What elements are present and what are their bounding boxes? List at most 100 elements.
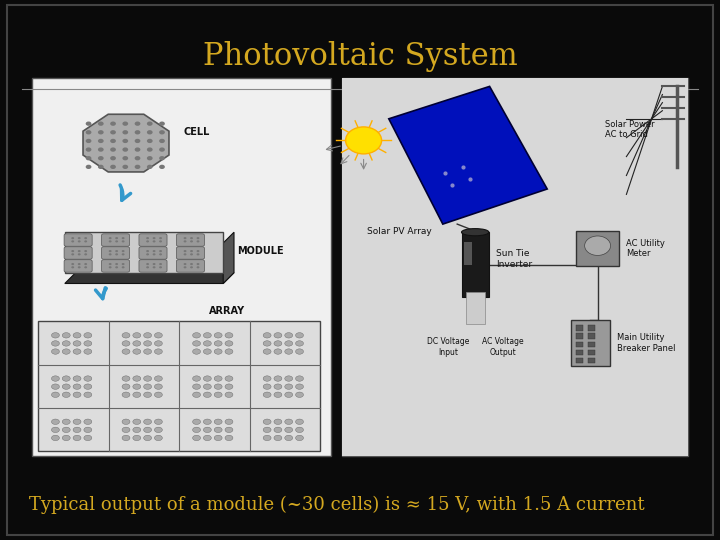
- Ellipse shape: [52, 349, 60, 354]
- Ellipse shape: [203, 341, 212, 346]
- Ellipse shape: [155, 341, 163, 346]
- Circle shape: [71, 237, 74, 239]
- FancyBboxPatch shape: [64, 247, 92, 259]
- Circle shape: [115, 263, 118, 265]
- Circle shape: [78, 253, 81, 255]
- Ellipse shape: [133, 349, 141, 354]
- Circle shape: [197, 263, 199, 265]
- Circle shape: [135, 165, 140, 169]
- Ellipse shape: [462, 228, 489, 236]
- Circle shape: [84, 266, 87, 268]
- Circle shape: [153, 266, 156, 268]
- Circle shape: [71, 250, 74, 252]
- Ellipse shape: [144, 392, 152, 397]
- Ellipse shape: [295, 384, 304, 389]
- Ellipse shape: [214, 419, 222, 424]
- Ellipse shape: [155, 392, 163, 397]
- Bar: [588, 350, 595, 355]
- Circle shape: [190, 250, 193, 252]
- Circle shape: [110, 147, 116, 152]
- Bar: [576, 357, 583, 363]
- Ellipse shape: [133, 333, 141, 338]
- Circle shape: [159, 130, 165, 134]
- Ellipse shape: [122, 384, 130, 389]
- Circle shape: [122, 156, 128, 160]
- Ellipse shape: [63, 384, 71, 389]
- Ellipse shape: [264, 333, 271, 338]
- Ellipse shape: [155, 427, 163, 433]
- Ellipse shape: [84, 384, 92, 389]
- Ellipse shape: [63, 419, 71, 424]
- Ellipse shape: [84, 376, 92, 381]
- Circle shape: [110, 130, 116, 134]
- Circle shape: [122, 263, 125, 265]
- Ellipse shape: [84, 419, 92, 424]
- Ellipse shape: [225, 427, 233, 433]
- Ellipse shape: [285, 419, 292, 424]
- Circle shape: [86, 165, 91, 169]
- Ellipse shape: [203, 333, 212, 338]
- Ellipse shape: [264, 341, 271, 346]
- Ellipse shape: [63, 435, 71, 441]
- Circle shape: [147, 165, 153, 169]
- Ellipse shape: [63, 376, 71, 381]
- Circle shape: [197, 240, 199, 242]
- Ellipse shape: [133, 376, 141, 381]
- Circle shape: [147, 139, 153, 143]
- Ellipse shape: [155, 419, 163, 424]
- Bar: [588, 357, 595, 363]
- Ellipse shape: [264, 427, 271, 433]
- Ellipse shape: [203, 435, 212, 441]
- Ellipse shape: [214, 341, 222, 346]
- Text: AC Utility
Meter: AC Utility Meter: [626, 239, 665, 258]
- Bar: [588, 333, 595, 339]
- Circle shape: [78, 237, 81, 239]
- Ellipse shape: [225, 341, 233, 346]
- Circle shape: [122, 250, 125, 252]
- FancyBboxPatch shape: [102, 247, 130, 259]
- Circle shape: [147, 156, 153, 160]
- FancyBboxPatch shape: [139, 234, 167, 246]
- Bar: [342, 78, 688, 456]
- Circle shape: [184, 237, 186, 239]
- Ellipse shape: [73, 349, 81, 354]
- Ellipse shape: [274, 392, 282, 397]
- Circle shape: [86, 139, 91, 143]
- Circle shape: [84, 253, 87, 255]
- Circle shape: [110, 165, 116, 169]
- Circle shape: [115, 237, 118, 239]
- Ellipse shape: [122, 419, 130, 424]
- Circle shape: [153, 237, 156, 239]
- Polygon shape: [223, 232, 234, 284]
- Ellipse shape: [295, 333, 304, 338]
- Circle shape: [197, 266, 199, 268]
- Circle shape: [122, 165, 128, 169]
- Ellipse shape: [295, 392, 304, 397]
- Circle shape: [109, 240, 112, 242]
- Ellipse shape: [295, 427, 304, 433]
- Circle shape: [122, 139, 128, 143]
- Polygon shape: [38, 321, 320, 451]
- Ellipse shape: [144, 341, 152, 346]
- Bar: [576, 325, 583, 330]
- Ellipse shape: [203, 392, 212, 397]
- Circle shape: [78, 240, 81, 242]
- Circle shape: [78, 266, 81, 268]
- Circle shape: [184, 253, 186, 255]
- Circle shape: [86, 130, 91, 134]
- Ellipse shape: [214, 376, 222, 381]
- Circle shape: [146, 237, 149, 239]
- Ellipse shape: [214, 333, 222, 338]
- Circle shape: [122, 253, 125, 255]
- Circle shape: [159, 266, 162, 268]
- Ellipse shape: [264, 419, 271, 424]
- Ellipse shape: [285, 384, 292, 389]
- Circle shape: [146, 250, 149, 252]
- Ellipse shape: [84, 333, 92, 338]
- Circle shape: [115, 266, 118, 268]
- Circle shape: [146, 240, 149, 242]
- FancyBboxPatch shape: [64, 234, 92, 246]
- Circle shape: [159, 122, 165, 126]
- Bar: [464, 242, 472, 265]
- Ellipse shape: [73, 427, 81, 433]
